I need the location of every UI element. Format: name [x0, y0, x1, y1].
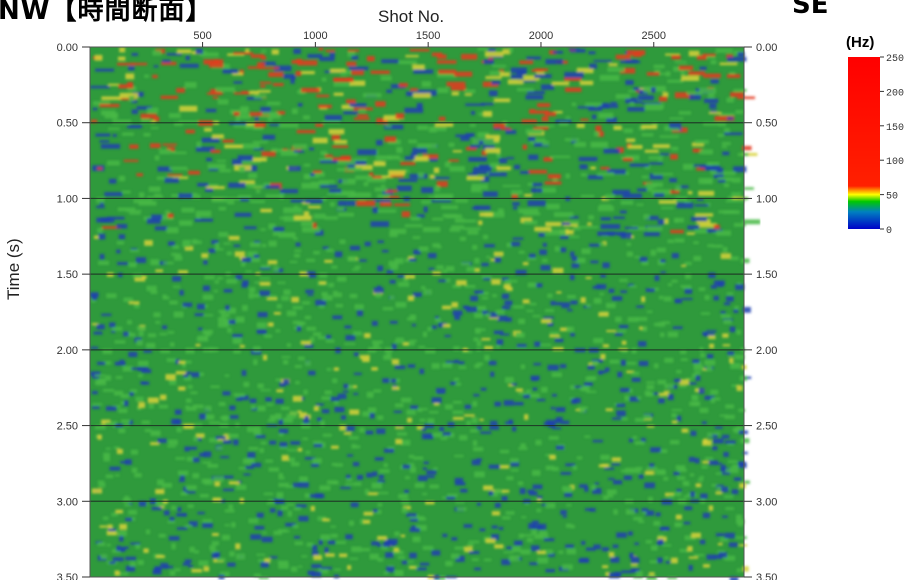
y-tick-label-left-3-5: 3.50: [57, 572, 78, 580]
colorbar-tick-label-50: 50: [886, 192, 898, 203]
y-tick-label-left-2-5: 2.50: [57, 421, 78, 433]
colorbar-tick-label-200: 200: [886, 88, 904, 99]
y-tick-label-left-3: 3.00: [57, 496, 78, 508]
colorbar-tick-label-100: 100: [886, 157, 904, 168]
colorbar-tick-label-150: 150: [886, 123, 904, 134]
page-title: NW【時間断面】: [0, 0, 213, 26]
y-tick-label-right-1-5: 1.50: [756, 269, 777, 281]
seismic-section-texture: [90, 47, 761, 580]
y-tick-label-left-0-5: 0.50: [57, 118, 78, 130]
y-tick-label-right-3-5: 3.50: [756, 572, 777, 580]
x-tick-label-2000: 2000: [529, 30, 553, 42]
y-tick-label-right-2: 2.00: [756, 345, 777, 357]
y-tick-label-left-2: 2.00: [57, 345, 78, 357]
x-tick-label-1500: 1500: [416, 30, 440, 42]
grid-lines: [90, 122, 744, 502]
y-tick-label-right-0-5: 0.50: [756, 118, 777, 130]
x-axis-label: Shot No.: [378, 7, 445, 26]
y-tick-label-left-1-5: 1.50: [57, 269, 78, 281]
x-tick-label-500: 500: [193, 30, 211, 42]
y-tick-label-right-0: 0.00: [756, 42, 777, 54]
y-tick-label-right-3: 3.00: [756, 496, 777, 508]
x-tick-label-1000: 1000: [303, 30, 327, 42]
x-tick-label-2500: 2500: [642, 30, 666, 42]
colorbar-unit-label: (Hz): [846, 34, 875, 51]
y-tick-label-left-0: 0.00: [57, 42, 78, 54]
axis-ticks: 500 1000 1500 2000 2500 0.00 0.00 0.50 0.50 1.00 1…: [57, 30, 778, 580]
colorbar: [848, 57, 880, 229]
colorbar-tick-label-0: 0: [886, 226, 892, 237]
plot-background: [90, 47, 744, 577]
y-tick-label-right-2-5: 2.50: [756, 421, 777, 433]
plot-frame: [89, 46, 745, 578]
y-tick-label-left-1: 1.00: [57, 193, 78, 205]
direction-label-se: SE: [792, 0, 829, 20]
colorbar-ticks: 250 200 150 100 50 0: [880, 54, 904, 237]
colorbar-tick-label-250: 250: [886, 54, 904, 65]
y-tick-label-right-1: 1.00: [756, 193, 777, 205]
